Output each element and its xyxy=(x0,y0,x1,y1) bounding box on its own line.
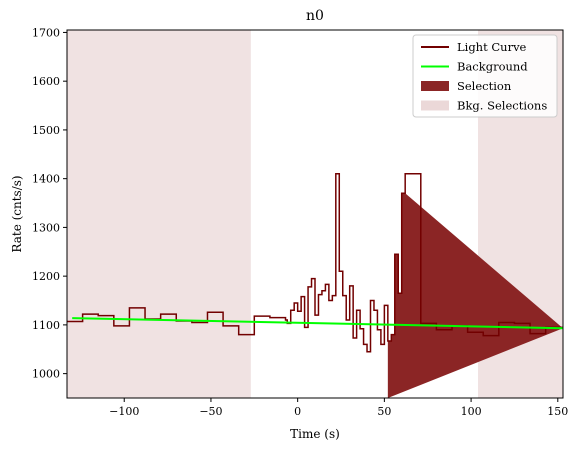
x-axis-label: Time (s) xyxy=(290,427,340,441)
legend: Light Curve Background Selection Bkg. Selec… xyxy=(412,34,558,118)
chart-title: n0 xyxy=(306,8,324,24)
y-tick-label: 1700 xyxy=(32,26,60,39)
legend-label-1: Background xyxy=(457,60,528,74)
legend-label-0: Light Curve xyxy=(457,40,527,54)
x-tick-label: 150 xyxy=(547,405,568,418)
y-tick-label: 1200 xyxy=(32,270,60,283)
plot-frame xyxy=(66,29,564,399)
x-axis: −100 −50 0 50 100 150 xyxy=(109,398,568,418)
bkg-selection-region-0 xyxy=(67,30,251,398)
y-tick-label: 1300 xyxy=(32,221,60,234)
selection-region xyxy=(387,193,563,398)
x-tick-label: −100 xyxy=(109,405,139,418)
legend-label-3: Bkg. Selections xyxy=(457,99,547,113)
y-tick-label: 1100 xyxy=(32,319,60,332)
legend-box xyxy=(412,34,558,118)
selection-layer xyxy=(387,193,563,398)
x-tick-label: 0 xyxy=(294,405,301,418)
background-line xyxy=(72,317,563,330)
legend-swatch-3 xyxy=(421,100,449,111)
y-tick-label: 1600 xyxy=(32,75,60,88)
y-axis: 1000 1100 1200 1300 1400 1500 1600 1700 xyxy=(32,26,67,381)
x-tick-label: 50 xyxy=(377,405,391,418)
y-tick-label: 1500 xyxy=(32,124,60,137)
y-axis-label: Rate (cnts/s) xyxy=(10,175,24,252)
x-tick-label: 100 xyxy=(461,405,482,418)
y-tick-label: 1400 xyxy=(32,173,60,186)
legend-label-2: Selection xyxy=(457,79,512,93)
legend-swatch-2 xyxy=(421,81,449,91)
background-layer xyxy=(72,317,563,330)
x-tick-label: −50 xyxy=(199,405,222,418)
y-tick-label: 1000 xyxy=(32,368,60,381)
